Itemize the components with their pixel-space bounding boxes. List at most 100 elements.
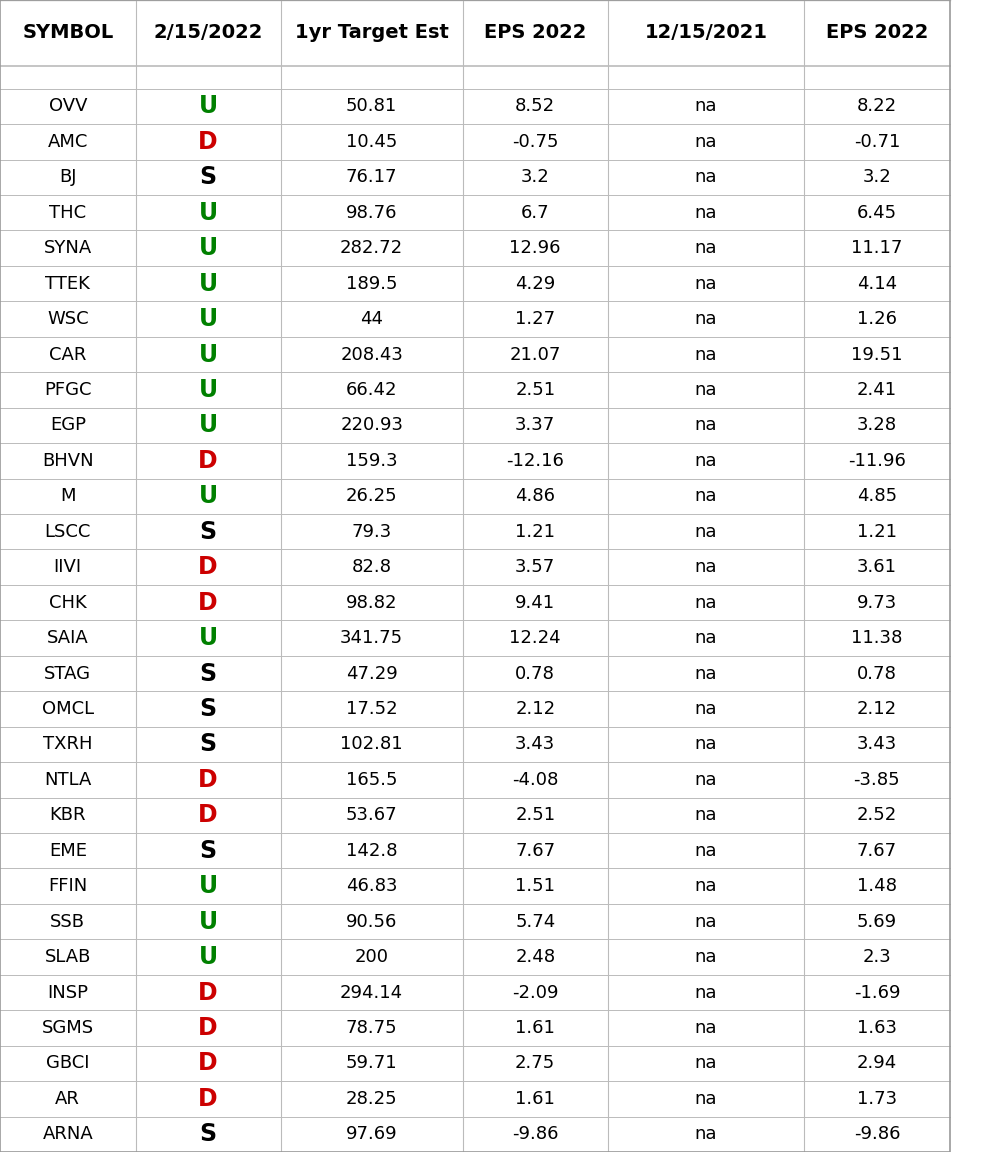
Text: ARNA: ARNA [42, 1126, 93, 1143]
Text: 2.3: 2.3 [862, 948, 892, 967]
Bar [0, 372, 950, 408]
Text: 28.25: 28.25 [346, 1090, 398, 1108]
Text: S: S [199, 520, 217, 544]
Text: 200: 200 [355, 948, 389, 967]
Text: 0.78: 0.78 [857, 665, 897, 682]
Text: 12.96: 12.96 [510, 240, 561, 257]
Text: 208.43: 208.43 [340, 346, 404, 364]
Text: 1.21: 1.21 [516, 523, 555, 540]
Text: 17.52: 17.52 [346, 700, 398, 718]
Bar [0, 1116, 950, 1152]
Text: TXRH: TXRH [43, 735, 92, 753]
Text: S: S [199, 839, 217, 863]
Bar [0, 727, 950, 763]
Text: na: na [695, 629, 717, 647]
Text: D: D [198, 803, 218, 827]
Text: U: U [198, 910, 218, 933]
Bar [0, 1010, 950, 1046]
Text: 12/15/2021: 12/15/2021 [644, 23, 768, 43]
Text: na: na [695, 416, 717, 434]
Text: EME: EME [49, 842, 86, 859]
Text: S: S [199, 697, 217, 721]
Text: AMC: AMC [47, 132, 88, 151]
Text: na: na [695, 240, 717, 257]
Text: na: na [695, 204, 717, 221]
Text: na: na [695, 559, 717, 576]
Text: -12.16: -12.16 [507, 452, 564, 470]
Text: na: na [695, 1054, 717, 1073]
Text: 26.25: 26.25 [346, 487, 398, 506]
Text: SAIA: SAIA [47, 629, 88, 647]
Text: 142.8: 142.8 [346, 842, 398, 859]
Text: 7.67: 7.67 [857, 842, 897, 859]
Text: 1yr Target Est: 1yr Target Est [295, 23, 449, 43]
Text: 11.17: 11.17 [851, 240, 902, 257]
Text: -9.86: -9.86 [512, 1126, 559, 1143]
Text: -9.86: -9.86 [853, 1126, 900, 1143]
Text: na: na [695, 771, 717, 789]
Bar [0, 478, 950, 514]
Text: 6.45: 6.45 [857, 204, 897, 221]
Text: na: na [695, 523, 717, 540]
Text: S: S [199, 733, 217, 757]
Bar [0, 691, 950, 727]
Bar [0, 444, 950, 478]
Text: D: D [198, 1086, 218, 1111]
Text: D: D [198, 1052, 218, 1076]
Text: 97.69: 97.69 [346, 1126, 398, 1143]
Text: 1.27: 1.27 [516, 310, 555, 328]
Text: U: U [198, 94, 218, 119]
Text: na: na [695, 593, 717, 612]
Text: U: U [198, 378, 218, 402]
Text: na: na [695, 381, 717, 399]
Text: 0.78: 0.78 [516, 665, 555, 682]
Text: na: na [695, 452, 717, 470]
Text: 159.3: 159.3 [346, 452, 398, 470]
Text: U: U [198, 945, 218, 969]
Text: S: S [199, 166, 217, 189]
Text: 19.51: 19.51 [851, 346, 902, 364]
Text: D: D [198, 449, 218, 472]
Bar [0, 266, 950, 302]
Text: na: na [695, 132, 717, 151]
Text: D: D [198, 130, 218, 154]
Text: 98.76: 98.76 [346, 204, 398, 221]
Text: 10.45: 10.45 [346, 132, 398, 151]
Text: 8.22: 8.22 [857, 98, 897, 115]
Bar [0, 408, 950, 444]
Bar [0, 230, 950, 266]
Text: 78.75: 78.75 [346, 1020, 398, 1037]
Text: 3.43: 3.43 [857, 735, 897, 753]
Text: 2.12: 2.12 [857, 700, 897, 718]
Text: 2.51: 2.51 [516, 381, 555, 399]
Text: 50.81: 50.81 [346, 98, 398, 115]
Text: 46.83: 46.83 [346, 877, 398, 895]
Text: STAG: STAG [44, 665, 91, 682]
Text: 9.41: 9.41 [516, 593, 555, 612]
Text: U: U [198, 342, 218, 366]
Text: S: S [199, 661, 217, 685]
Text: U: U [198, 484, 218, 508]
Bar [0, 904, 950, 939]
Bar [0, 0, 950, 66]
Text: OVV: OVV [48, 98, 87, 115]
Bar [0, 302, 950, 336]
Text: -11.96: -11.96 [848, 452, 905, 470]
Text: 3.37: 3.37 [516, 416, 555, 434]
Text: 90.56: 90.56 [346, 912, 398, 931]
Text: 12.24: 12.24 [510, 629, 561, 647]
Text: 2.12: 2.12 [516, 700, 555, 718]
Text: 2.75: 2.75 [516, 1054, 555, 1073]
Text: 1.61: 1.61 [516, 1020, 555, 1037]
Text: SYNA: SYNA [43, 240, 92, 257]
Bar [0, 1081, 950, 1116]
Bar [0, 620, 950, 655]
Text: 2.51: 2.51 [516, 806, 555, 825]
Text: GBCI: GBCI [46, 1054, 89, 1073]
Text: -2.09: -2.09 [512, 984, 559, 1001]
Text: CAR: CAR [49, 346, 86, 364]
Text: na: na [695, 700, 717, 718]
Text: 1.21: 1.21 [857, 523, 897, 540]
Text: S: S [199, 1122, 217, 1146]
Text: 2.48: 2.48 [516, 948, 555, 967]
